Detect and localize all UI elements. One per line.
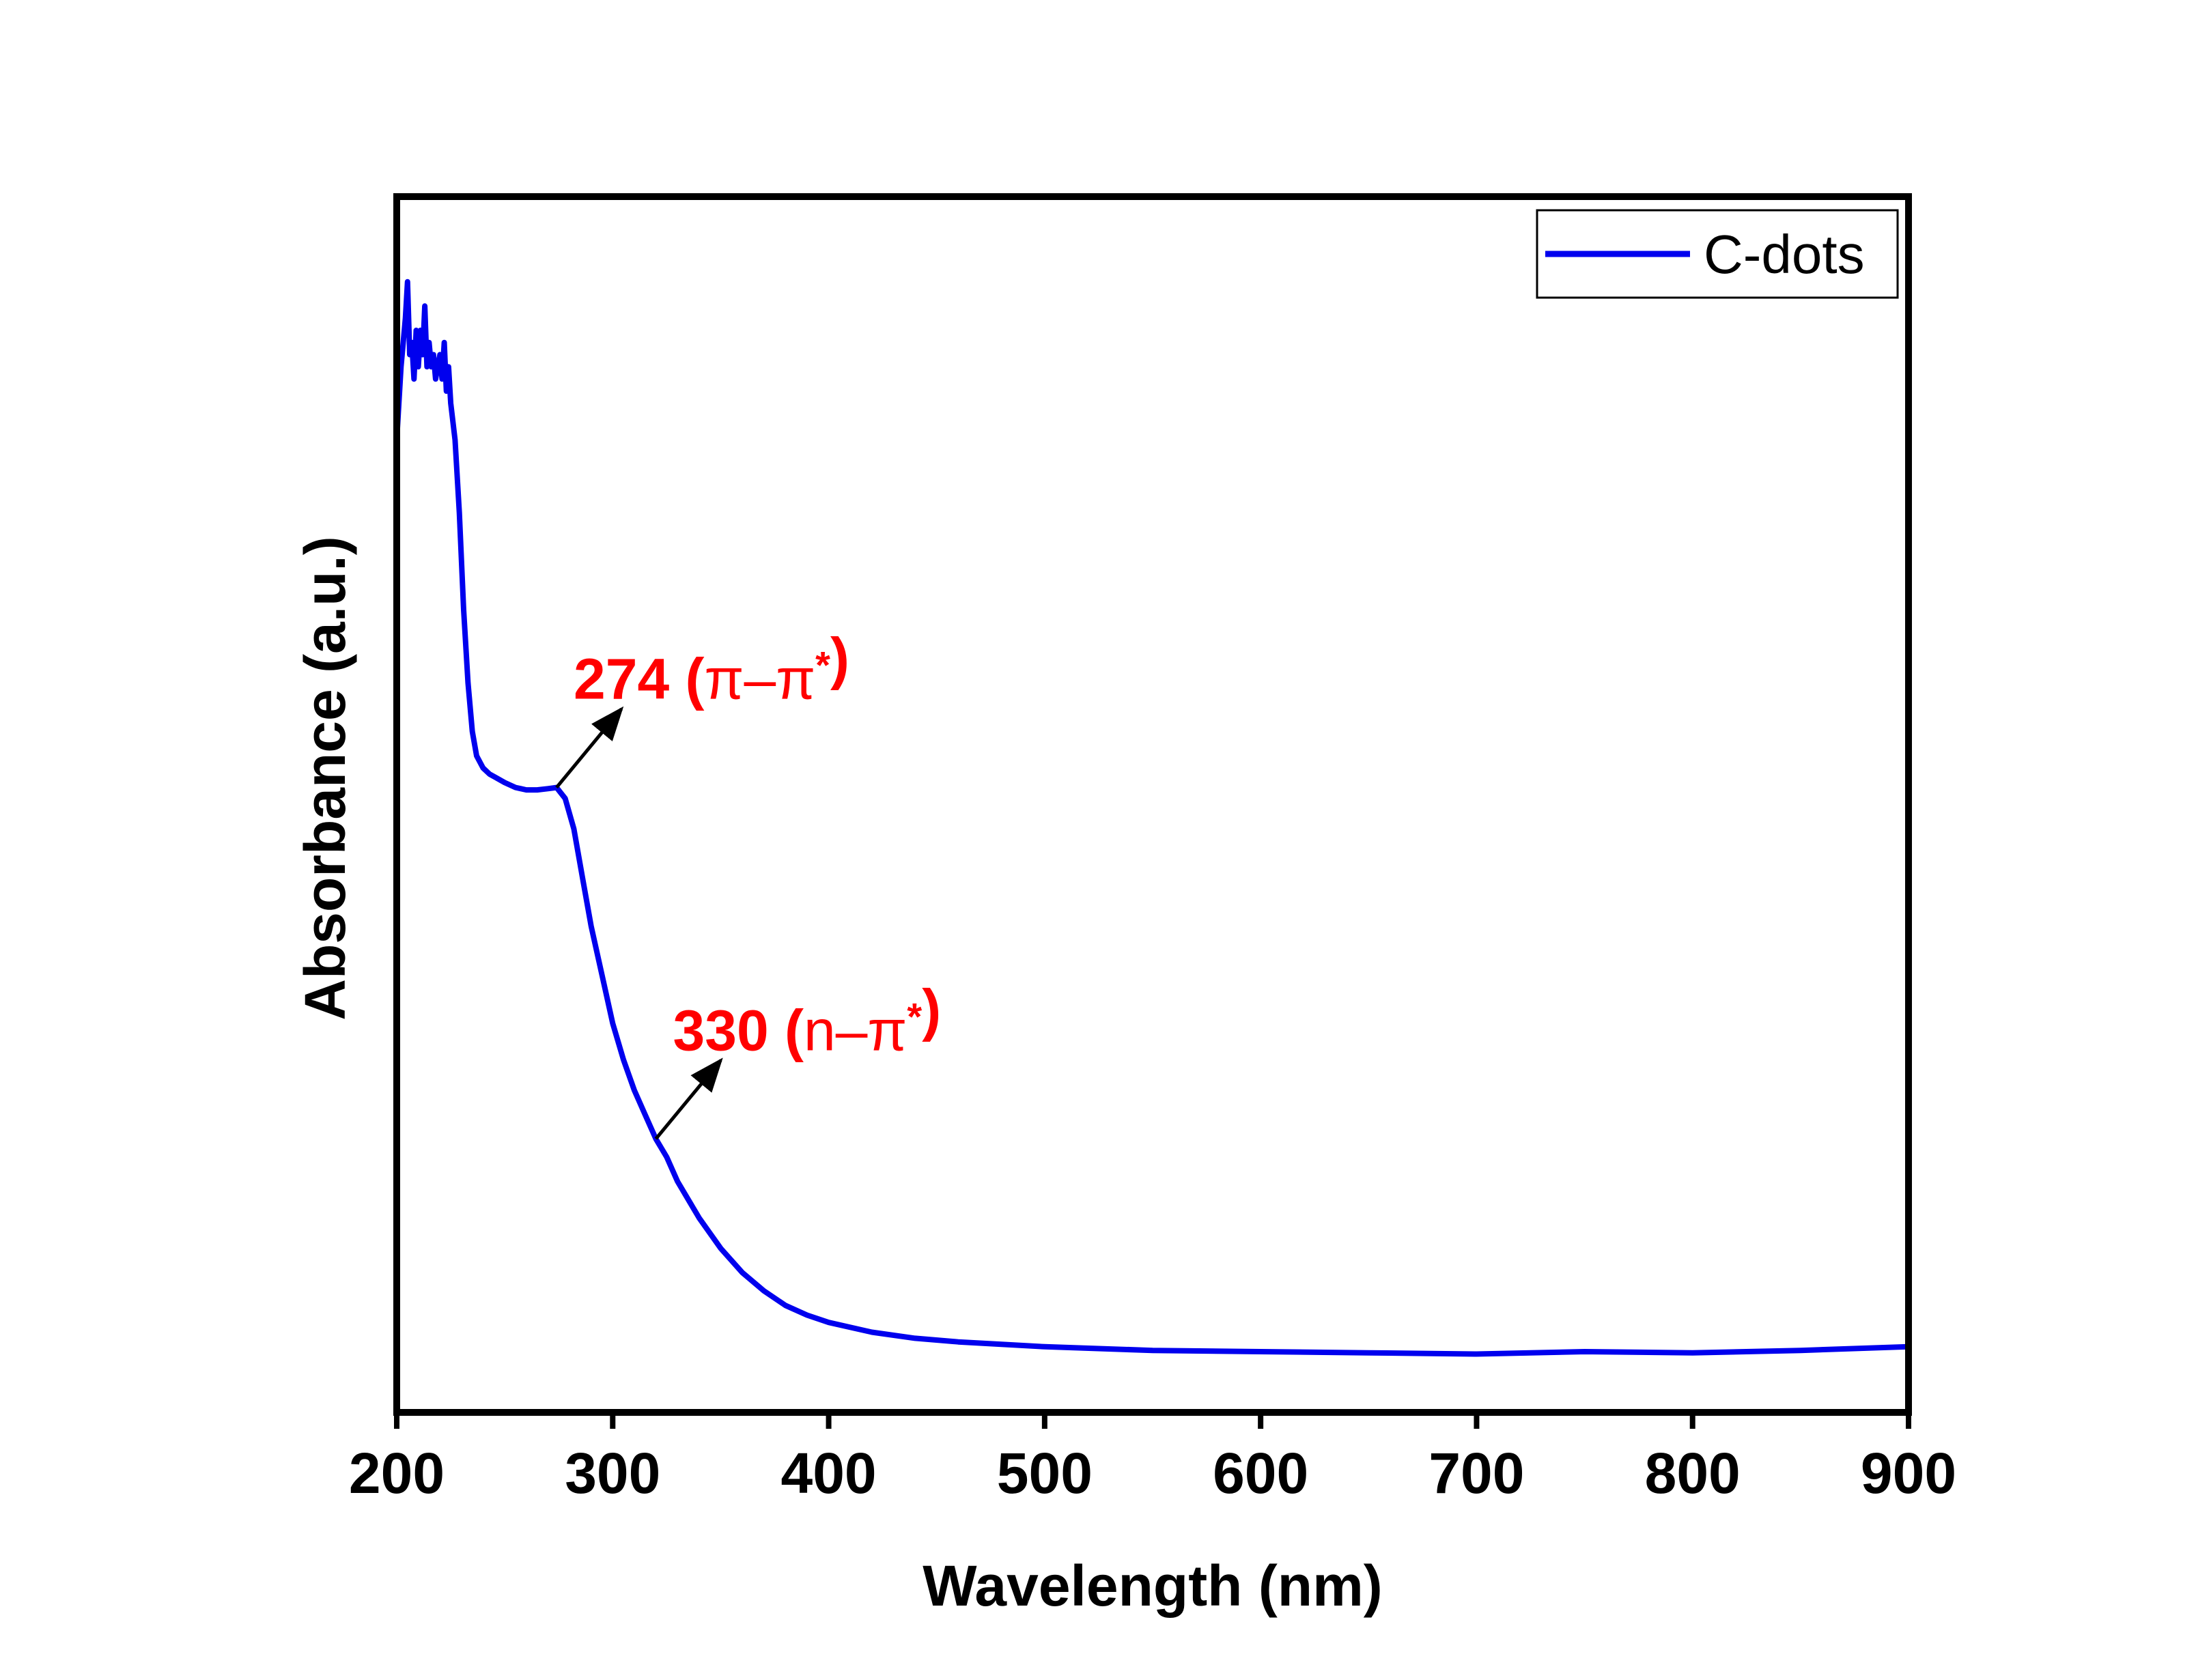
annotation-text-part: *	[907, 995, 922, 1038]
plot-frame	[393, 193, 1912, 1416]
annotation-text-part: (	[669, 647, 704, 711]
annotation-text-part: n–π	[804, 998, 907, 1062]
legend-label-c-dots: C-dots	[1704, 224, 1865, 285]
annotation-text-part: 274	[574, 647, 669, 711]
x-tick-label: 200	[349, 1441, 445, 1505]
annotation-text-part: )	[830, 627, 849, 691]
legend: C-dots	[1536, 209, 1899, 299]
annotations-layer: 274 (π–π*)330 (n–π*)	[555, 627, 942, 1140]
x-axis-title: Wavelength (nm)	[923, 1554, 1383, 1618]
x-tick-label: 700	[1428, 1441, 1524, 1505]
annotation-arrow	[555, 706, 624, 789]
y-axis-title: Absorbance (a.u.)	[293, 536, 357, 1020]
x-tick-label: 600	[1213, 1441, 1308, 1505]
series-layer	[394, 279, 1911, 1357]
annotation-arrow	[654, 1057, 723, 1140]
x-tick-label: 400	[780, 1441, 876, 1505]
x-axis-ticks: 200 300 400 500 600 700 800 900	[349, 1412, 1956, 1505]
annotation-text-part: π–π	[705, 647, 816, 711]
series-line-c-dots	[394, 279, 1911, 1357]
x-tick-label: 300	[565, 1441, 660, 1505]
x-tick-label: 500	[997, 1441, 1093, 1505]
annotation-text-part: )	[922, 978, 941, 1042]
x-tick-label: 800	[1645, 1441, 1741, 1505]
plot-area: 200 300 400 500 600 700 800 900 274 (π–π*)330 (…	[349, 193, 1956, 1505]
annotation-label: 330 (n–π*)	[673, 978, 942, 1062]
annotation-label: 274 (π–π*)	[574, 627, 849, 711]
x-tick-label: 900	[1861, 1441, 1956, 1505]
annotation-text-part: *	[815, 644, 830, 687]
annotation-text-part: 330	[673, 998, 769, 1062]
annotation-text-part: (	[769, 998, 804, 1062]
